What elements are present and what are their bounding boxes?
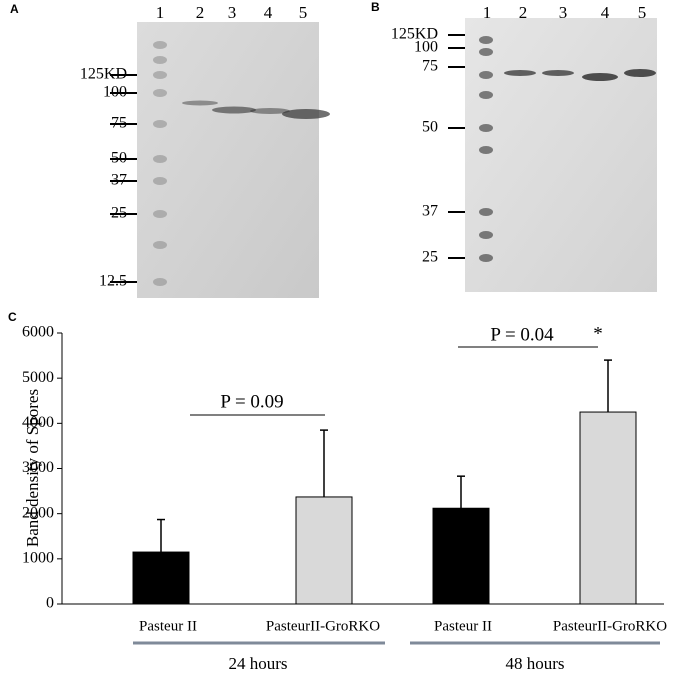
blot-b-image xyxy=(465,18,657,292)
group-label: 24 hours xyxy=(228,654,287,673)
ladder-band xyxy=(479,124,493,132)
protein-band xyxy=(624,69,656,77)
ladder-band xyxy=(479,48,493,56)
protein-band xyxy=(182,100,218,106)
lane-number: 5 xyxy=(299,3,308,22)
marker-label: 125KD xyxy=(391,26,438,43)
lane-number: 1 xyxy=(156,3,165,22)
y-tick-label: 5000 xyxy=(22,369,54,386)
annotation: P = 0.04 xyxy=(490,324,554,345)
y-tick-label: 6000 xyxy=(22,324,54,341)
panel-label: C xyxy=(8,310,17,324)
x-tick-label: Pasteur II xyxy=(434,618,492,634)
x-tick-label: Pasteur II xyxy=(139,618,197,634)
lane-number: 3 xyxy=(228,3,237,22)
lane-number: 5 xyxy=(638,3,647,22)
annotation: P = 0.09 xyxy=(220,391,283,412)
marker-label: 75 xyxy=(111,115,127,132)
bar xyxy=(579,411,637,605)
marker-label: 50 xyxy=(422,119,438,136)
ladder-band xyxy=(153,71,167,79)
marker-label: 100 xyxy=(414,39,438,56)
y-tick-label: 3000 xyxy=(22,459,54,476)
lane-number: 2 xyxy=(519,3,528,22)
ladder-band xyxy=(479,36,493,44)
protein-band xyxy=(212,106,256,114)
panel-label: A xyxy=(10,2,19,16)
ladder-band xyxy=(153,41,167,49)
lane-number: 3 xyxy=(559,3,568,22)
group-label: 48 hours xyxy=(505,654,564,673)
lane-number: 4 xyxy=(601,3,610,22)
ladder-band xyxy=(153,89,167,97)
marker-label: 75 xyxy=(422,58,438,75)
panel-label: B xyxy=(371,0,380,14)
lane-number: 1 xyxy=(483,3,492,22)
marker-label: 37 xyxy=(111,172,127,189)
y-tick-label: 0 xyxy=(46,595,54,612)
ladder-band xyxy=(153,56,167,64)
marker-label: 12.5 xyxy=(99,273,127,290)
lane-number: 2 xyxy=(196,3,205,22)
marker-label: 37 xyxy=(422,203,438,220)
ladder-band xyxy=(479,231,493,239)
y-tick-label: 1000 xyxy=(22,550,54,567)
ladder-band xyxy=(479,71,493,79)
y-tick-label: 4000 xyxy=(22,414,54,431)
ladder-band xyxy=(153,177,167,185)
x-tick-label: PasteurII-GroRKO xyxy=(553,618,667,634)
marker-label: 100 xyxy=(103,84,127,101)
ladder-band xyxy=(153,155,167,163)
ladder-band xyxy=(479,146,493,154)
ladder-band xyxy=(479,91,493,99)
ladder-band xyxy=(153,241,167,249)
marker-label: 25 xyxy=(422,249,438,266)
bar xyxy=(295,496,353,605)
ladder-band xyxy=(479,208,493,216)
protein-band xyxy=(542,70,574,76)
ladder-band xyxy=(479,254,493,262)
ladder-band xyxy=(153,278,167,286)
marker-label: 50 xyxy=(111,150,127,167)
x-tick-label: PasteurII-GroRKO xyxy=(266,618,380,634)
lane-number: 4 xyxy=(264,3,273,22)
bar xyxy=(132,551,190,605)
annotation: * xyxy=(593,323,603,344)
protein-band xyxy=(582,73,618,81)
protein-band xyxy=(282,109,330,119)
marker-label: 125KD xyxy=(80,66,127,83)
ladder-band xyxy=(153,210,167,218)
protein-band xyxy=(504,70,536,76)
y-axis-label: Band density of Spores xyxy=(23,389,42,547)
ladder-band xyxy=(153,120,167,128)
bar xyxy=(432,507,490,605)
protein-band xyxy=(250,108,290,114)
y-tick-label: 2000 xyxy=(22,504,54,521)
marker-label: 25 xyxy=(111,205,127,222)
blot-a-image xyxy=(137,22,319,298)
